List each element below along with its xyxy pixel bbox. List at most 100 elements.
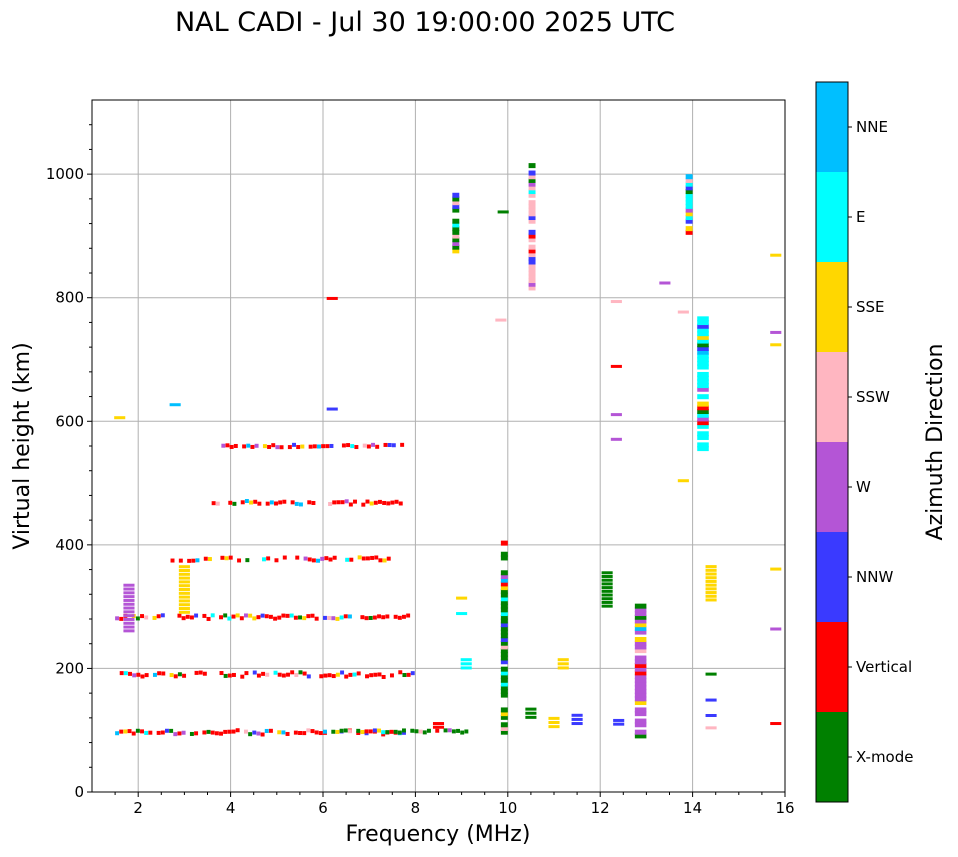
trace-point (157, 671, 162, 676)
trace-point (528, 170, 536, 176)
trace-point (271, 443, 276, 448)
trace-point (119, 671, 124, 676)
trace-point (285, 731, 290, 736)
echo-point (601, 604, 613, 608)
trace-point (697, 364, 709, 370)
trace-point (223, 673, 228, 678)
trace-point (340, 500, 345, 505)
trace-point (306, 728, 311, 733)
echo-point (659, 281, 671, 285)
colorbar-label-nnw: NNW (856, 568, 893, 586)
echo-point (548, 725, 560, 729)
trace-point (328, 557, 333, 562)
trace-point (189, 731, 194, 736)
trace-point (260, 613, 265, 618)
trace-point (195, 558, 200, 563)
trace-point (228, 500, 233, 505)
echo-point (178, 576, 190, 580)
trace-point (185, 614, 190, 619)
echo-point (770, 330, 782, 334)
trace-point (356, 728, 361, 733)
trace-point (210, 613, 215, 618)
colorbar-segment (816, 172, 848, 262)
trace-point (634, 688, 647, 694)
trace-point (372, 615, 377, 620)
colorbar-segment (816, 262, 848, 352)
trace-point (452, 203, 460, 209)
trace-point (344, 674, 349, 679)
trace-point (373, 500, 378, 505)
trace-point (316, 558, 321, 563)
trace-point (227, 729, 232, 734)
trace-point (377, 614, 382, 619)
trace-point (290, 500, 295, 505)
trace-point (500, 655, 508, 661)
trace-point (306, 674, 311, 679)
trace-point (312, 444, 317, 449)
trace-point (252, 670, 257, 675)
trace-point (634, 607, 647, 613)
trace-point (348, 672, 353, 677)
trace-point (347, 729, 352, 734)
trace-point (634, 733, 647, 739)
trace-point (261, 671, 266, 676)
trace-point (528, 252, 536, 258)
trace-point (393, 729, 398, 734)
trace-point (634, 655, 647, 661)
trace-point (310, 613, 315, 618)
trace-point (336, 500, 341, 505)
echo-point (178, 607, 190, 611)
echo-point (705, 714, 717, 718)
trace-point (697, 371, 709, 377)
trace-point (697, 412, 709, 418)
trace-point (385, 614, 390, 619)
trace-point (528, 248, 536, 254)
trace-point (347, 614, 352, 619)
echo-point (178, 572, 190, 576)
trace-point (697, 446, 709, 452)
echo-point (460, 666, 472, 670)
trace-point (697, 394, 709, 400)
trace-point (500, 725, 508, 731)
echo-point (557, 662, 569, 666)
echo-point (456, 612, 468, 616)
trace-point (314, 730, 319, 735)
trace-point (229, 444, 234, 449)
trace-point (357, 555, 362, 560)
trace-point (697, 353, 709, 359)
trace-point (528, 278, 536, 284)
trace-point (464, 729, 469, 734)
trace-point (144, 673, 149, 678)
trace-point (500, 633, 508, 639)
echo-point (610, 300, 622, 304)
trace-point (349, 557, 354, 562)
trace-point (242, 444, 247, 449)
echo-point (677, 310, 689, 314)
trace-point (135, 616, 140, 621)
trace-point (500, 666, 508, 672)
echo-point (460, 658, 472, 662)
trace-point (356, 731, 361, 736)
trace-point (177, 672, 182, 677)
trace-point (528, 281, 536, 287)
trace-point (500, 714, 508, 720)
y-tick-label: 600 (55, 412, 84, 430)
trace-point (634, 685, 647, 691)
trace-point (298, 502, 303, 507)
trace-point (685, 181, 693, 187)
echo-point (123, 591, 135, 595)
trace-point (500, 707, 508, 713)
trace-point (135, 728, 140, 733)
echo-point (613, 722, 625, 726)
trace-point (265, 672, 270, 677)
trace-point (391, 443, 396, 448)
trace-point (373, 672, 378, 677)
x-axis-label: Frequency (MHz) (346, 822, 531, 847)
trace-point (331, 729, 336, 734)
trace-point (368, 615, 373, 620)
trace-point (191, 558, 196, 563)
echo-point (705, 726, 717, 730)
trace-point (341, 443, 346, 448)
trace-point (169, 673, 174, 678)
trace-point (528, 263, 536, 269)
